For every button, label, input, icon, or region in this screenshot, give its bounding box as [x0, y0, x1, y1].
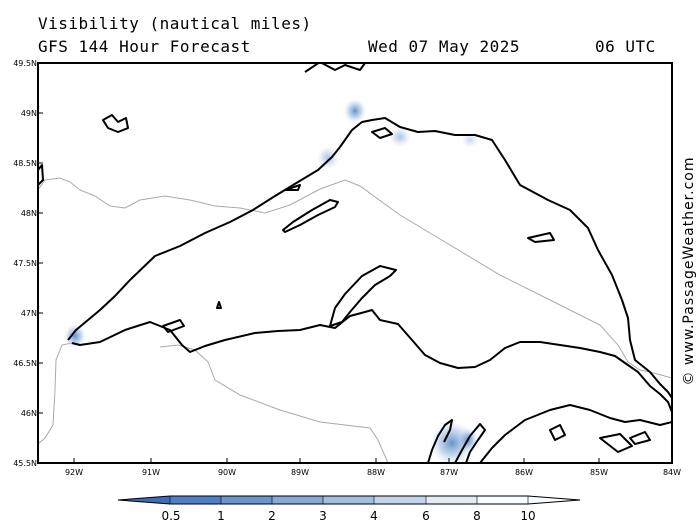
latitude-label: 46.5N — [13, 359, 37, 368]
latitude-ticks — [38, 112, 43, 414]
latitude-label: 48N — [20, 209, 37, 218]
longitude-label: 89W — [290, 468, 310, 477]
low-visibility-patch — [317, 146, 339, 170]
latitude-label: 45.5N — [13, 459, 37, 468]
longitude-label: 92W — [64, 468, 84, 477]
latitude-label: 49N — [20, 109, 37, 118]
longitude-label: 84W — [662, 468, 682, 477]
forecast-date: Wed 07 May 2025 — [368, 37, 520, 56]
longitude-label: 88W — [366, 468, 386, 477]
colorbar-label: 1 — [217, 509, 225, 523]
latitude-label: 47.5N — [13, 259, 37, 268]
longitude-label: 85W — [589, 468, 609, 477]
map-variable-title: Visibility (nautical miles) — [38, 14, 312, 33]
longitude-label: 86W — [514, 468, 534, 477]
colorbar-label: 8 — [473, 509, 481, 523]
longitude-label: 90W — [217, 468, 237, 477]
colorbar-label: 6 — [422, 509, 430, 523]
colorbar-label: 3 — [319, 509, 327, 523]
latitude-label: 48.5N — [13, 159, 37, 168]
forecast-time: 06 UTC — [595, 37, 656, 56]
forecast-model-title: GFS 144 Hour Forecast — [38, 37, 251, 56]
colorbar-label: 4 — [370, 509, 378, 523]
longitude-label: 91W — [141, 468, 161, 477]
latitude-label: 46N — [20, 409, 37, 418]
low-visibility-patch — [344, 99, 366, 123]
low-visibility-patch — [64, 324, 86, 348]
low-visibility-patch — [389, 127, 411, 147]
colorbar-label: 0.5 — [161, 509, 181, 523]
latitude-label: 49.5N — [13, 59, 37, 68]
colorbar-label: 2 — [268, 509, 276, 523]
latitude-label: 47N — [20, 309, 37, 318]
colorbar-label: 10 — [520, 509, 536, 523]
longitude-ticks — [73, 458, 600, 463]
lake-superior-coastline — [38, 63, 672, 463]
longitude-label: 87W — [439, 468, 459, 477]
website-credit: © www.PassageWeather.com — [681, 156, 697, 386]
political-borders — [38, 177, 672, 463]
